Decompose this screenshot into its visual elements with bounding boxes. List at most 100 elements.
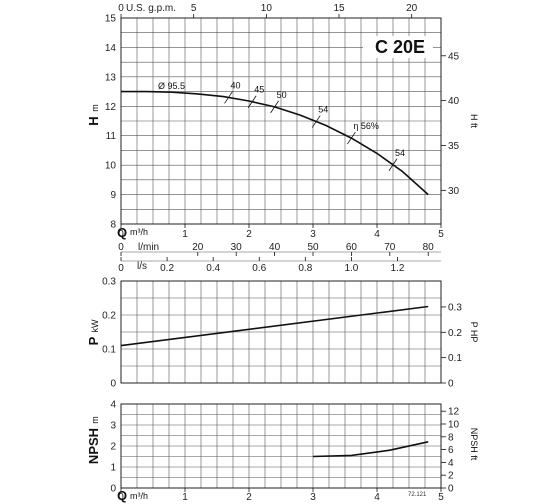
- head-grid: [121, 18, 441, 224]
- ls-tick-label: 0.2: [160, 263, 174, 274]
- npsh-q-tick-label: 1: [182, 492, 188, 503]
- power-grid: [121, 281, 441, 383]
- power-kw-tick-label: 0.1: [102, 345, 116, 356]
- npsh-m-tick-label: 3: [110, 421, 116, 432]
- npsh-q-axis-label: Q: [117, 488, 127, 503]
- lmin-tick-label: 40: [269, 242, 281, 253]
- head-tick-label: 8: [110, 220, 116, 231]
- efficiency-tick: [347, 131, 356, 145]
- efficiency-tick: [247, 95, 257, 108]
- npsh-m-tick-label: 1: [110, 463, 116, 474]
- gpm-tick-label: 0: [118, 3, 124, 14]
- flow-scales-panel: 0 1 2 3 4 5 Q m³/h 0 20 30 40 50 60 70 80 l/min 0 0.2…: [117, 224, 444, 274]
- lmin-tick-label: 0: [118, 242, 124, 253]
- head-axis-label: H: [86, 116, 101, 125]
- npsh-ft-tick-label: 10: [448, 419, 460, 430]
- head-y-ticks: 8 9 10 11 12 13 14 15: [105, 14, 117, 231]
- head-ft-tick-label: 40: [448, 96, 460, 107]
- m3h-axis-unit: m³/h: [130, 227, 148, 237]
- npsh-ft-tick-label: 4: [448, 458, 454, 469]
- npsh-grid: [121, 404, 441, 488]
- head-tick-label: 12: [105, 102, 117, 113]
- power-hp-tick-label: 0.3: [448, 302, 462, 313]
- power-hp-ticks: 0 0.1 0.2 0.3: [441, 302, 462, 390]
- model-label-box: [363, 36, 433, 58]
- efficiency-marks: 40 45 50 54 η 56% 54: [224, 80, 405, 171]
- efficiency-label: 45: [254, 85, 264, 95]
- power-kw-tick-label: 0.2: [102, 311, 116, 322]
- lmin-tick-label: 50: [307, 242, 319, 253]
- ls-tick-label: 0.4: [206, 263, 220, 274]
- head-tick-label: 11: [106, 131, 117, 142]
- head-tick-label: 10: [105, 161, 117, 172]
- head-tick-label: 13: [105, 72, 117, 83]
- power-kw-ticks: 0 0.1 0.2 0.3: [102, 277, 116, 390]
- npsh-m-tick-label: 4: [110, 400, 116, 411]
- model-label: C 20E: [375, 37, 425, 57]
- m3h-axis-label: Q: [117, 225, 127, 240]
- ls-tick-label: 0: [118, 263, 124, 274]
- ls-ticks: 0 0.2 0.4 0.6 0.8 1.0 1.2: [118, 257, 405, 274]
- m3h-tick-label: 3: [310, 229, 316, 240]
- efficiency-tick: [270, 100, 279, 114]
- npsh-q-axis-unit: m³/h: [130, 491, 148, 501]
- power-axis-unit: kW: [90, 319, 100, 333]
- power-hp-tick-label: 0.1: [448, 353, 462, 364]
- npsh-ft-tick-label: 2: [448, 471, 454, 482]
- npsh-ft-tick-label: 6: [448, 445, 454, 456]
- head-tick-label: 15: [105, 14, 117, 25]
- npsh-m-tick-label: 0: [110, 484, 116, 495]
- head-tick-label: 14: [105, 43, 117, 54]
- m3h-tick-label: 1: [182, 229, 188, 240]
- gpm-axis-label: U.S. g.p.m.: [126, 3, 176, 14]
- lmin-tick-label: 80: [423, 242, 435, 253]
- efficiency-label: 54: [395, 148, 405, 158]
- head-ft-axis-label: H ft: [469, 114, 479, 129]
- npsh-axis-label: NPSH: [86, 428, 101, 464]
- power-curve: [120, 305, 429, 347]
- efficiency-tick: [311, 115, 321, 128]
- npsh-frame: [120, 403, 442, 489]
- npsh-q-tick-label: 5: [438, 492, 444, 503]
- efficiency-tick: [388, 158, 398, 171]
- efficiency-label: 54: [318, 105, 328, 115]
- m3h-tick-label: 2: [246, 229, 252, 240]
- npsh-q-tick-label: 3: [310, 492, 316, 503]
- gpm-tick-label: 20: [406, 3, 418, 14]
- lmin-ticks: 0 20 30 40 50 60 70 80: [118, 242, 434, 256]
- lmin-axis-label: l/min: [138, 242, 159, 253]
- npsh-axis-unit: m: [90, 416, 100, 424]
- head-curve-panel: 8 9 10 11 12 13 14 15 30 35 40 45 0 5 10 15 20 U.S. g.…: [86, 3, 479, 231]
- npsh-ft-axis-label: NPSH ft: [469, 428, 479, 461]
- lmin-tick-label: 60: [346, 242, 358, 253]
- power-axis-label: P: [86, 336, 101, 345]
- head-frame: [120, 17, 442, 225]
- m3h-ticks: 0 1 2 3 4 5: [118, 224, 444, 240]
- efficiency-label: η 56%: [353, 121, 379, 131]
- gpm-tick-label: 10: [261, 3, 273, 14]
- efficiency-tick: [224, 91, 233, 104]
- ls-tick-label: 0.6: [252, 263, 266, 274]
- m3h-tick-label: 0: [118, 229, 124, 240]
- gpm-ticks: 0 5 10 15 20: [118, 3, 418, 18]
- head-ft-ticks: 30 35 40 45: [441, 51, 460, 197]
- npsh-ft-tick-label: 0: [448, 484, 454, 495]
- power-hp-axis-label: P HP: [469, 322, 479, 343]
- lmin-tick-label: 20: [192, 242, 204, 253]
- npsh-q-ticks: 0 1 2 3 4 5: [118, 488, 444, 503]
- npsh-q-tick-label: 2: [246, 492, 252, 503]
- lmin-tick-label: 70: [384, 242, 396, 253]
- npsh-m-tick-label: 2: [110, 442, 116, 453]
- ls-tick-label: 0.8: [298, 263, 312, 274]
- efficiency-label: 50: [277, 90, 287, 100]
- lmin-tick-label: 30: [231, 242, 243, 253]
- npsh-q-tick-label: 0: [118, 492, 124, 503]
- power-hp-tick-label: 0: [448, 379, 454, 390]
- head-ft-tick-label: 30: [448, 186, 460, 197]
- power-kw-tick-label: 0: [110, 379, 116, 390]
- head-axis-unit: m: [90, 104, 100, 112]
- ls-tick-label: 1.2: [391, 263, 405, 274]
